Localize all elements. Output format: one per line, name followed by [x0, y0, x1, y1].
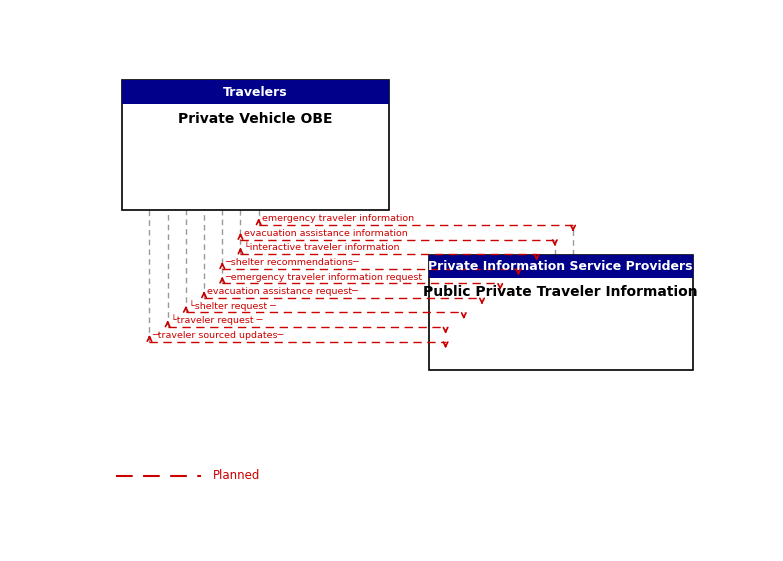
- Text: Private Vehicle OBE: Private Vehicle OBE: [179, 112, 333, 126]
- Text: emergency traveler information: emergency traveler information: [262, 214, 414, 223]
- Text: └shelter request ─: └shelter request ─: [189, 300, 276, 311]
- Text: evacuation assistance request─: evacuation assistance request─: [207, 287, 358, 296]
- Bar: [122, 80, 389, 104]
- Bar: [428, 255, 693, 370]
- Text: evacuation assistance information: evacuation assistance information: [244, 229, 407, 238]
- Text: ─shelter recommendations─: ─shelter recommendations─: [226, 258, 359, 267]
- Bar: [122, 80, 389, 210]
- Text: Public Private Traveler Information: Public Private Traveler Information: [424, 286, 698, 300]
- Bar: [428, 255, 693, 278]
- Text: ─emergency traveler information request: ─emergency traveler information request: [226, 273, 423, 282]
- Text: └traveler request ─: └traveler request ─: [171, 315, 262, 325]
- Text: Planned: Planned: [213, 469, 261, 482]
- Text: └interactive traveler information: └interactive traveler information: [244, 243, 399, 252]
- Text: Travelers: Travelers: [223, 86, 288, 99]
- Text: ─traveler sourced updates─: ─traveler sourced updates─: [153, 331, 283, 340]
- Text: Private Information Service Providers: Private Information Service Providers: [428, 260, 693, 273]
